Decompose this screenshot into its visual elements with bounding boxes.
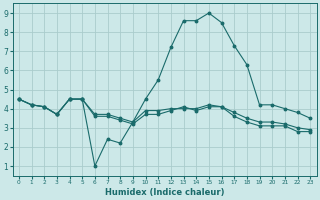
X-axis label: Humidex (Indice chaleur): Humidex (Indice chaleur) [105,188,224,197]
